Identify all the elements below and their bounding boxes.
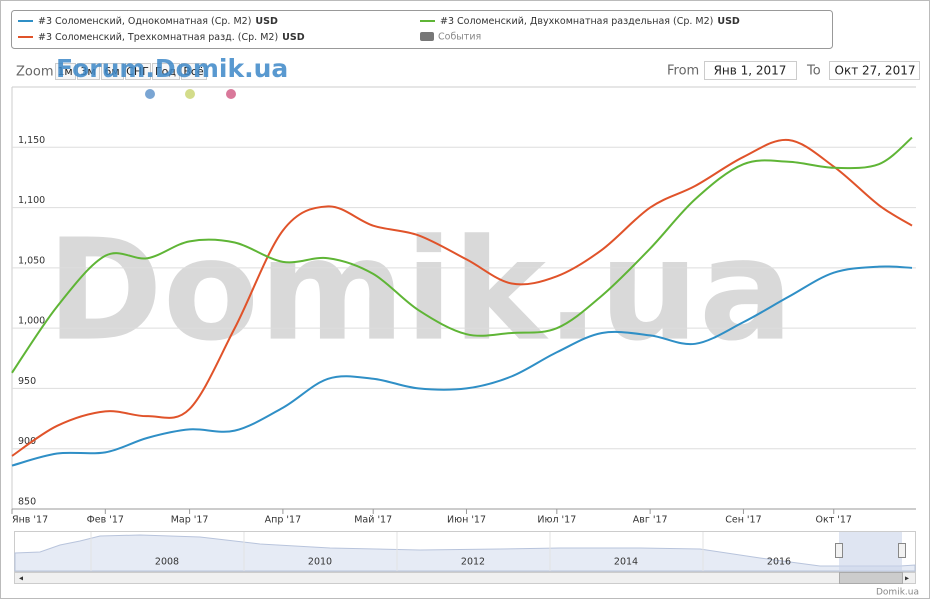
series-line [11, 136, 913, 374]
navigator-label: 2010 [308, 557, 332, 568]
legend-label: #3 Соломенский, Однокомнатная (Ср. M2) US… [38, 16, 278, 27]
zoom-button[interactable] [125, 63, 151, 80]
y-tick-label: 900 [18, 436, 36, 447]
to-label: To [806, 64, 821, 79]
x-tick-label: Авг '17 [633, 515, 668, 526]
x-tick-label: Янв '17 [12, 515, 48, 526]
watermark-top: Forum.Domik.ua [56, 54, 288, 83]
x-tick-label: Апр '17 [265, 515, 301, 526]
zoom-button[interactable] [152, 63, 180, 80]
navigator-label: 2008 [155, 557, 179, 568]
scrollbar [14, 572, 916, 584]
x-tick-label: Окт '17 [815, 515, 851, 526]
from-value[interactable]: Янв 1, 2017 [714, 64, 787, 78]
y-tick-label: 850 [18, 497, 36, 508]
y-tick-label: 1,100 [18, 195, 45, 206]
x-tick-label: Июн '17 [447, 515, 486, 526]
scrollbar-thumb[interactable] [839, 572, 903, 584]
dot [185, 89, 195, 99]
y-tick-label: 1,000 [18, 316, 45, 327]
legend-events: События [438, 32, 481, 43]
legend-label: #3 Соломенский, Двухкомнатная раздельная… [440, 16, 740, 27]
legend-box [11, 10, 833, 49]
zoom-button-label[interactable]: 6м [104, 65, 119, 78]
watermark: Domik.ua [47, 210, 794, 373]
zoom-button-label[interactable]: 1м [57, 65, 72, 78]
navigator-label: 2014 [614, 557, 638, 568]
zoom-button[interactable] [77, 63, 100, 80]
scroll-left[interactable]: ◂ [19, 574, 23, 583]
to-value[interactable]: Окт 27, 2017 [835, 64, 916, 78]
y-tick-label: 1,050 [18, 255, 45, 266]
zoom-buttons: 1м 3м 6м СНГ Год Всё [55, 63, 207, 80]
zoom-button-label[interactable]: СНГ [126, 65, 149, 78]
legend-name: #3 Соломенский, Однокомнатная (Ср. M2) [38, 16, 251, 27]
series-line [11, 265, 913, 467]
navigator-range [839, 532, 902, 571]
legend-name: #3 Соломенский, Двухкомнатная раздельная… [440, 16, 713, 27]
legend-unit: USD [717, 16, 740, 27]
legend-events-swatch [420, 32, 434, 41]
navigator-handle[interactable] [835, 543, 843, 558]
to-input[interactable] [829, 61, 920, 80]
legend: #3 Соломенский, Однокомнатная (Ср. M2) US… [18, 16, 740, 43]
from-label: From [667, 64, 699, 79]
navigator-handle[interactable] [898, 543, 906, 558]
x-tick-label: Фев '17 [87, 515, 124, 526]
x-tick-label: Мар '17 [171, 515, 209, 526]
navigator-label: 2012 [461, 557, 485, 568]
y-tick-label: 1,150 [18, 135, 45, 146]
x-tick-label: Май '17 [354, 515, 392, 526]
dot [145, 89, 155, 99]
plot: 850 900 950 1,000 1,050 1,100 1,150 Янв '17 Фев … [11, 135, 916, 526]
x-tick-label: Сен '17 [725, 515, 761, 526]
dot [226, 89, 236, 99]
credit: Domik.ua [876, 588, 919, 598]
scroll-right[interactable]: ▸ [905, 574, 909, 583]
series-line [11, 139, 913, 457]
zoom-label: Zoom [16, 65, 53, 80]
legend-unit: USD [282, 32, 305, 43]
zoom-button[interactable] [101, 63, 124, 80]
legend-label: #3 Соломенский, Трехкомнатная разд. (Ср.… [38, 32, 305, 43]
navigator-label: 2016 [767, 557, 791, 568]
zoom-button-label[interactable]: 3м [80, 65, 95, 78]
zoom-button-label[interactable]: Всё [183, 65, 204, 78]
x-tick-label: Июл '17 [537, 515, 576, 526]
y-tick-label: 950 [18, 376, 36, 387]
zoom-button[interactable] [55, 63, 76, 80]
legend-name: #3 Соломенский, Трехкомнатная разд. (Ср.… [38, 32, 278, 43]
from-input[interactable] [704, 61, 797, 80]
zoom-button[interactable] [181, 63, 207, 80]
zoom-button-label[interactable]: Год [155, 65, 176, 78]
legend-unit: USD [255, 16, 278, 27]
